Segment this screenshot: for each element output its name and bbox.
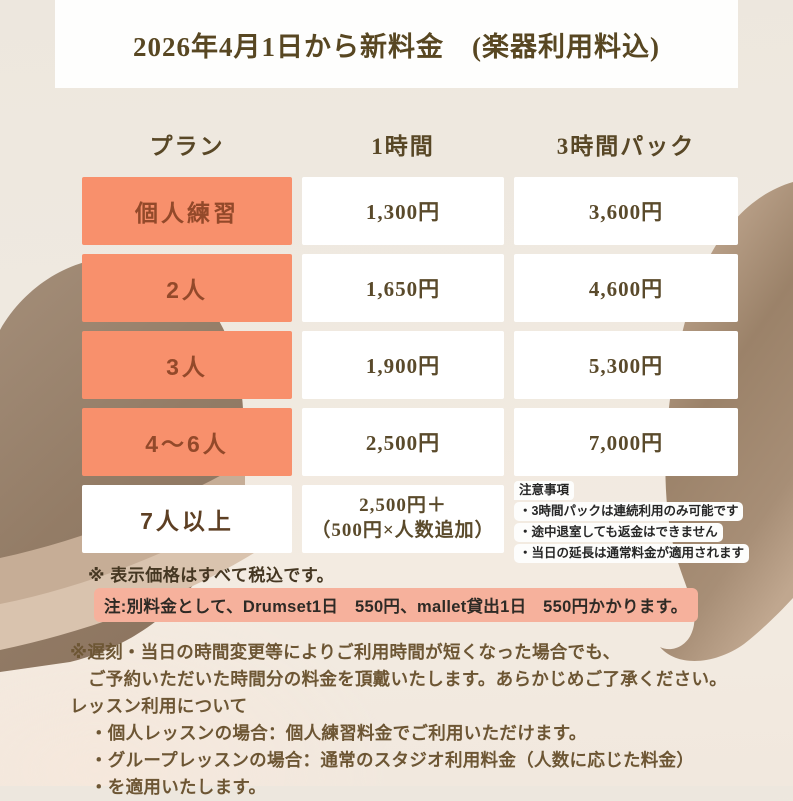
price-cell-personal-1h: 1,300円 bbox=[302, 177, 504, 245]
lesson-bullet: ・個人レッスンの場合：個人練習料金でご利用いただけます。 bbox=[90, 723, 587, 743]
late-note-line1: ※遅刻・当日の時間変更等によりご利用時間が短くなった場合でも、 bbox=[70, 642, 621, 662]
lesson-bullet: ・グループレッスンの場合：通常のスタジオ利用料金（人数に応じた料金） bbox=[90, 750, 695, 770]
price-7plus-addon: （500円×人数追加） bbox=[311, 520, 495, 541]
plan-cell-7plus: 7人以上 bbox=[82, 485, 292, 553]
page-title: 2026年4月1日から新料金 (楽器利用料込) bbox=[133, 31, 660, 62]
plan-cell-personal: 個人練習 bbox=[82, 177, 292, 245]
notice-item: ・途中退室しても返金はできません bbox=[514, 522, 723, 542]
price-7plus-base: 2,500円＋ bbox=[359, 495, 447, 517]
column-header-3hour-pack: 3時間パック bbox=[556, 134, 696, 159]
plan-cell-4to6people: 4〜6人 bbox=[82, 408, 292, 476]
price-cell-3people-1h: 1,900円 bbox=[302, 331, 504, 399]
plan-cell-2people: 2人 bbox=[82, 254, 292, 322]
notice-item: ・当日の延長は通常料金が適用されます bbox=[514, 543, 750, 563]
extra-fee-note: 注:別料金として、Drumset1日 550円、mallet貸出1日 550円か… bbox=[94, 588, 698, 622]
column-header-1hour: 1時間 bbox=[371, 134, 435, 159]
tax-included-note: ※ 表示価格はすべて税込です。 bbox=[88, 566, 335, 585]
pricing-table: プラン 1時間 3時間パック 個人練習 1,300円 3,600円 2人 1,6… bbox=[82, 120, 750, 563]
price-cell-4to6people-3h: 7,000円 bbox=[514, 408, 738, 476]
lesson-section-title: レッスン利用について bbox=[70, 696, 248, 716]
notice-box: 注意事項 ・3時間パックは連続利用のみ可能です ・途中退室しても返金はできません… bbox=[514, 480, 750, 563]
lesson-info-section: レッスン利用について ・個人レッスンの場合：個人練習料金でご利用いただけます。 … bbox=[70, 693, 694, 801]
lesson-bullet: ・を適用いたします。 bbox=[90, 777, 267, 797]
plan-cell-3people: 3人 bbox=[82, 331, 292, 399]
price-cell-7plus-1h: 2,500円＋ （500円×人数追加） bbox=[302, 485, 504, 553]
price-cell-personal-3h: 3,600円 bbox=[514, 177, 738, 245]
late-arrival-note: ※遅刻・当日の時間変更等によりご利用時間が短くなった場合でも、 ご予約いただいた… bbox=[70, 639, 727, 693]
late-note-line2: ご予約いただいた時間分の料金を頂戴いたします。あらかじめご了承ください。 bbox=[88, 669, 728, 689]
price-cell-2people-3h: 4,600円 bbox=[514, 254, 738, 322]
price-cell-2people-1h: 1,650円 bbox=[302, 254, 504, 322]
price-cell-4to6people-1h: 2,500円 bbox=[302, 408, 504, 476]
notice-item: ・3時間パックは連続利用のみ可能です bbox=[514, 501, 744, 521]
column-header-plan: プラン bbox=[149, 134, 225, 159]
title-banner: 2026年4月1日から新料金 (楽器利用料込) bbox=[55, 0, 738, 88]
notice-title: 注意事項 bbox=[514, 481, 575, 500]
price-cell-3people-3h: 5,300円 bbox=[514, 331, 738, 399]
